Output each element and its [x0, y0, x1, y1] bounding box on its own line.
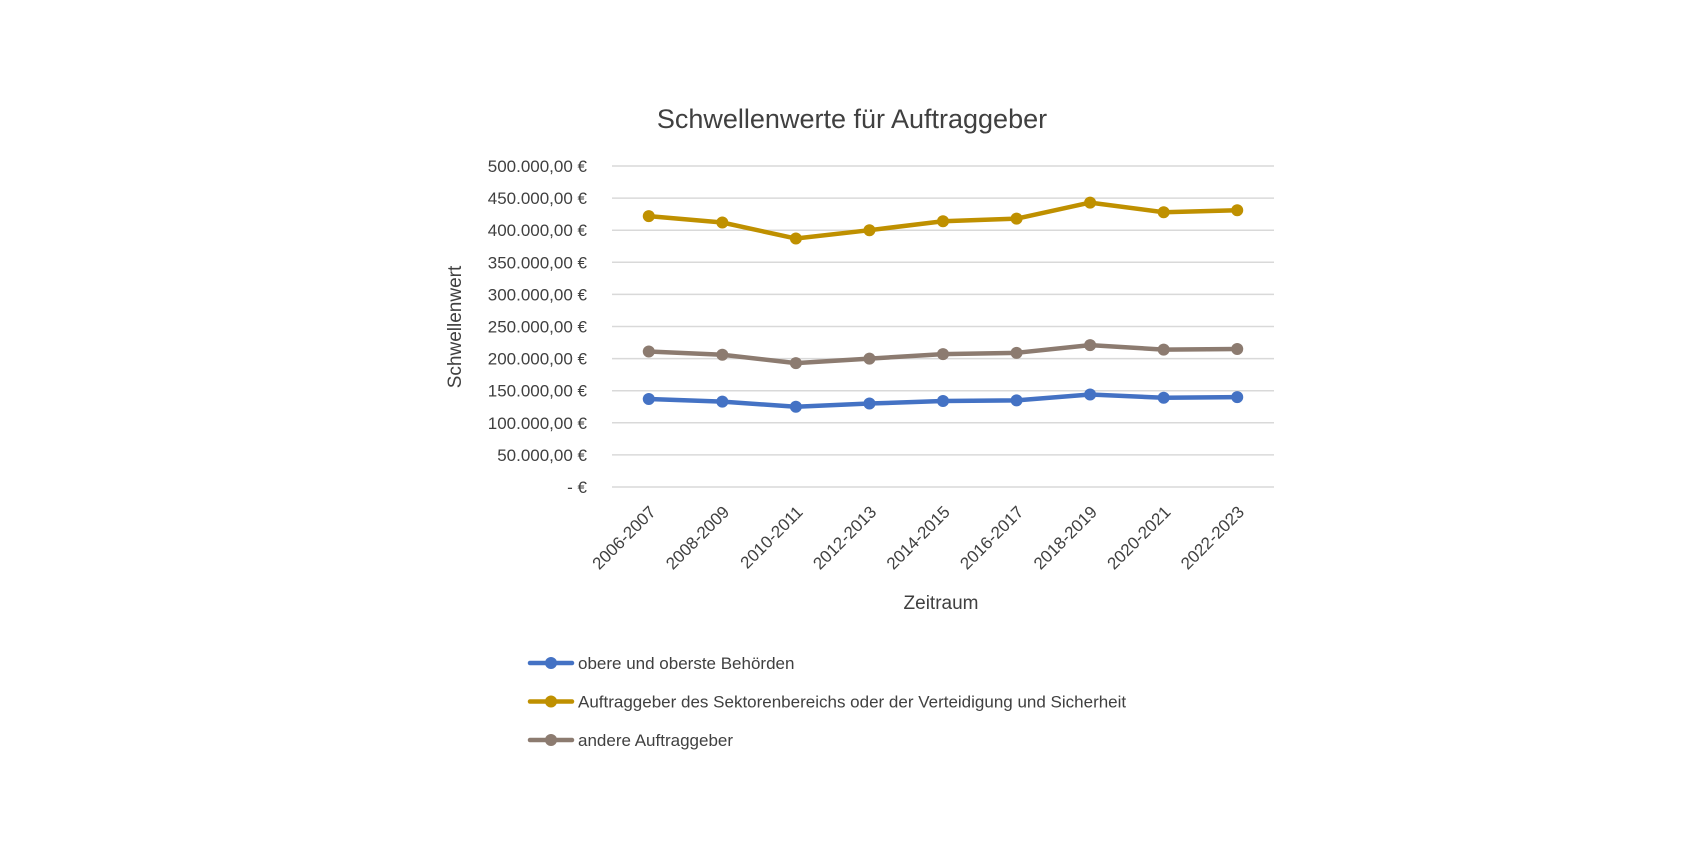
- series-lines: [642, 196, 1244, 413]
- data-point: [937, 394, 949, 407]
- x-tick-label: 2018-2019: [1030, 502, 1101, 573]
- y-tick-label: 100.000,00 €: [488, 414, 588, 433]
- data-point: [1010, 346, 1023, 359]
- y-tick-label: 150.000,00 €: [488, 382, 588, 401]
- data-point: [789, 357, 802, 370]
- x-tick-label: 2012-2013: [809, 502, 880, 573]
- data-point: [716, 395, 729, 408]
- y-tick-label: 250.000,00 €: [488, 318, 588, 337]
- data-point: [642, 345, 655, 358]
- x-axis-title: Zeitraum: [904, 593, 979, 614]
- x-tick-label: 2014-2015: [883, 502, 954, 573]
- data-point: [642, 210, 655, 223]
- data-point: [937, 348, 949, 361]
- data-point: [642, 393, 655, 406]
- legend-swatch-marker: [545, 734, 557, 746]
- y-tick-label: 350.000,00 €: [488, 253, 588, 272]
- y-axis-ticks: - € 50.000,00 € 100.000,00 € 150.000,00 € 20…: [488, 157, 588, 497]
- data-point: [716, 216, 729, 229]
- data-point: [863, 397, 876, 410]
- x-tick-label: 2016-2017: [956, 502, 1027, 573]
- data-point: [789, 232, 802, 245]
- data-point: [1084, 339, 1097, 352]
- y-tick-label: 400.000,00 €: [488, 221, 588, 240]
- data-point: [789, 400, 802, 413]
- x-tick-label: 2010-2011: [737, 502, 807, 572]
- data-point: [1231, 342, 1244, 355]
- data-point: [1010, 212, 1023, 225]
- y-tick-label: 50.000,00 €: [497, 446, 587, 465]
- x-tick-label: 2008-2009: [662, 502, 733, 573]
- data-point: [1231, 391, 1244, 404]
- data-point: [1157, 391, 1170, 404]
- data-point: [863, 224, 876, 237]
- legend-label: obere und oberste Behörden: [578, 654, 794, 673]
- data-point: [1157, 343, 1170, 356]
- x-axis-ticks: 2006-2007 2008-2009 2010-2011 2012-2013 2014…: [589, 502, 1248, 573]
- x-tick-label: 2022-2023: [1177, 502, 1248, 573]
- data-point: [1231, 204, 1244, 217]
- data-point: [937, 215, 949, 228]
- data-point: [1010, 394, 1023, 407]
- x-tick-label: 2020-2021: [1104, 502, 1175, 573]
- chart-title: Schwellenwerte für Auftraggeber: [657, 104, 1047, 134]
- legend: obere und oberste Behörden Auftraggeber d…: [527, 654, 1126, 750]
- y-tick-label: 450.000,00 €: [488, 189, 588, 208]
- x-tick-label: 2006-2007: [589, 502, 660, 573]
- legend-swatch-marker: [545, 657, 557, 669]
- legend-label: andere Auftraggeber: [578, 731, 733, 750]
- legend-label: Auftraggeber des Sektorenbereichs oder d…: [578, 693, 1126, 712]
- y-tick-label: 500.000,00 €: [488, 157, 588, 176]
- data-point: [716, 348, 729, 361]
- y-tick-label: 200.000,00 €: [488, 350, 588, 369]
- y-tick-label: - €: [567, 478, 587, 497]
- data-point: [863, 352, 876, 365]
- legend-swatch-marker: [545, 695, 557, 708]
- y-axis-title: Schwellenwert: [445, 265, 466, 388]
- data-point: [1084, 388, 1097, 401]
- y-tick-label: 300.000,00 €: [488, 285, 588, 304]
- data-point: [1157, 206, 1170, 219]
- data-point: [1084, 196, 1097, 209]
